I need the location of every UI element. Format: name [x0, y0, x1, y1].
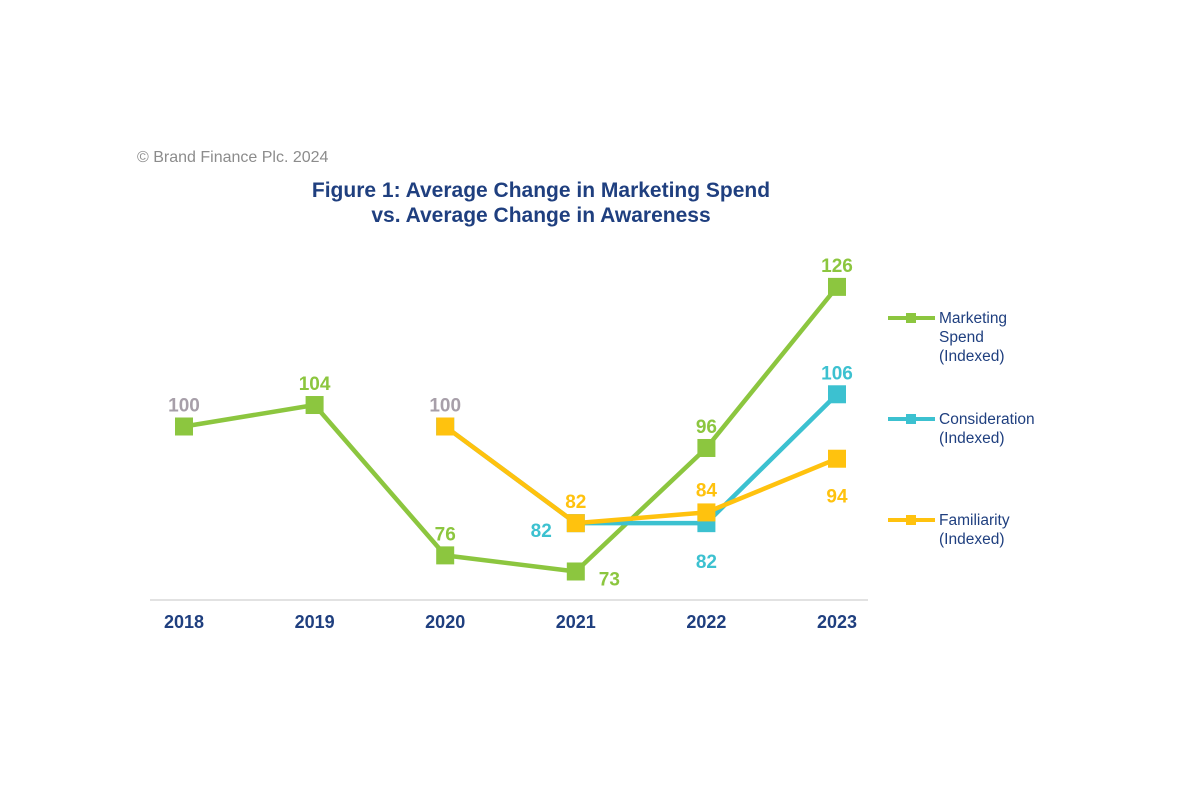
x-tick-label: 2021: [556, 612, 596, 632]
legend-marker-familiarity: [906, 515, 916, 525]
legend-item-familiarity: Familiarity (Indexed): [888, 512, 1010, 548]
data-point-marketing: [305, 396, 324, 415]
data-point-familiarity: [697, 503, 716, 522]
data-label-marketing: 104: [299, 374, 331, 395]
data-label-familiarity: 82: [565, 492, 586, 513]
legend-label-marketing: Marketing: [939, 310, 1007, 327]
x-tick-label: 2019: [295, 612, 335, 632]
legend-label-familiarity: (Indexed): [939, 531, 1004, 548]
data-label-marketing: 73: [599, 569, 620, 590]
x-tick-label: 2020: [425, 612, 465, 632]
series-line-marketing: [183, 285, 839, 574]
legend: Marketing Spend (Indexed) Consideration (Ind…: [888, 310, 1035, 548]
data-point-familiarity: [436, 417, 455, 436]
chart-title-line-2: vs. Average Change in Awareness: [371, 204, 710, 227]
data-label-consideration: 106: [821, 363, 853, 384]
series-line-consideration: [443, 392, 839, 526]
data-label-consideration: 82: [696, 552, 717, 573]
data-label-consideration: 82: [531, 521, 552, 542]
data-point-marketing: [828, 277, 846, 296]
chart-title-line-1: Figure 1: Average Change in Marketing Sp…: [312, 179, 770, 202]
data-label-marketing: 96: [696, 417, 717, 438]
legend-marker-marketing: [906, 313, 916, 323]
legend-label-marketing: (Indexed): [939, 348, 1004, 365]
plot-area: 2018 2019 2020 2021 2022 2023 100 104 76 73 96 126 8…: [164, 256, 857, 632]
data-label-marketing: 126: [821, 256, 853, 277]
x-tick-label: 2023: [817, 612, 857, 632]
legend-label-marketing: Spend: [939, 329, 984, 346]
legend-item-consideration: Consideration (Indexed): [888, 411, 1035, 447]
copyright-text: © Brand Finance Plc. 2024: [137, 149, 329, 166]
x-tick-label: 2022: [686, 612, 726, 632]
data-label-familiarity: 84: [696, 480, 718, 501]
legend-label-consideration: (Indexed): [939, 430, 1004, 447]
legend-item-marketing: Marketing Spend (Indexed): [888, 310, 1007, 365]
data-point-familiarity: [566, 514, 585, 533]
x-tick-label: 2018: [164, 612, 204, 632]
data-point-marketing: [175, 417, 193, 436]
series-line-familiarity: [443, 424, 838, 526]
data-point-marketing: [436, 546, 455, 565]
data-point-marketing: [697, 438, 716, 457]
data-label-marketing: 100: [168, 396, 200, 417]
data-point-marketing: [566, 562, 585, 581]
data-label-familiarity: 100: [429, 396, 461, 417]
data-point-consideration: [828, 385, 846, 404]
legend-marker-consideration: [906, 414, 916, 424]
data-point-familiarity: [828, 449, 846, 468]
legend-label-familiarity: Familiarity: [939, 512, 1010, 529]
legend-label-consideration: Consideration: [939, 411, 1035, 428]
data-label-marketing: 76: [435, 524, 456, 545]
data-label-familiarity: 94: [826, 487, 848, 508]
